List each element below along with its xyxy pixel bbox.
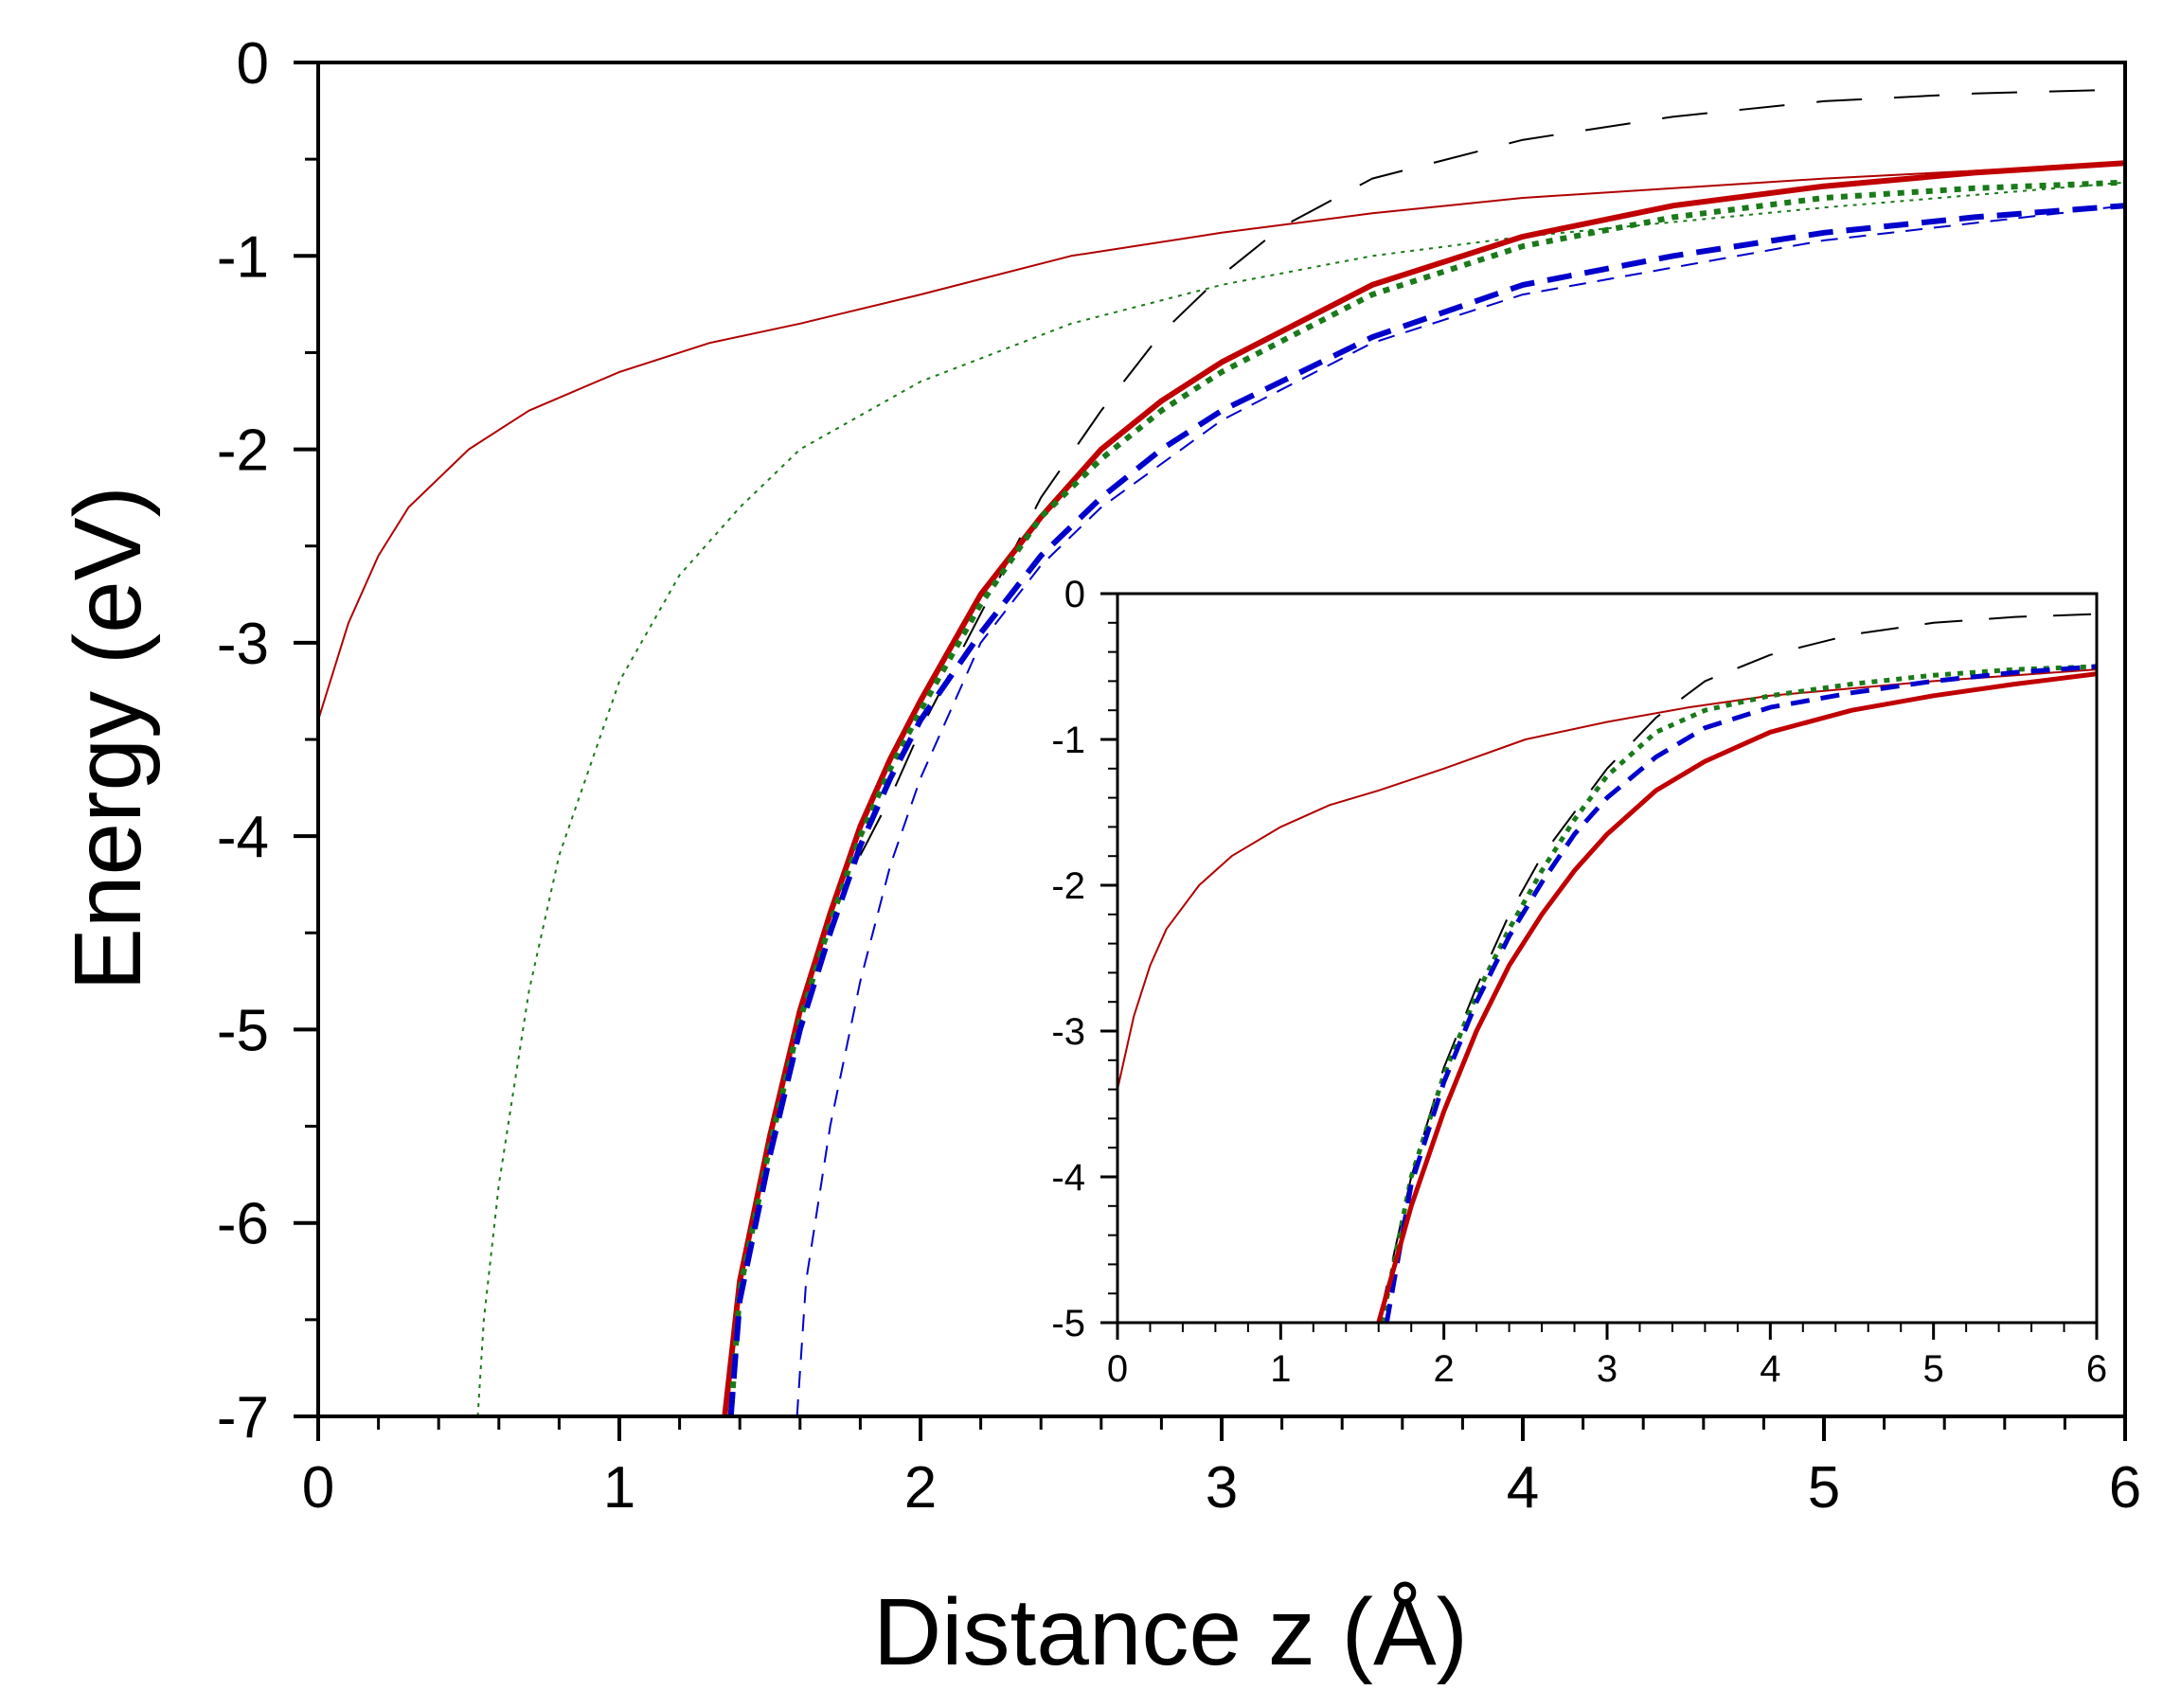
inset-series-thick-green-dotted (1379, 664, 2097, 1323)
inset-x-tick-label: 1 (1270, 1348, 1291, 1390)
inset-y-tick-label: -1 (1051, 720, 1085, 761)
main-x-tick-label: 4 (1507, 1455, 1539, 1521)
main-series-thick-red-solid (722, 160, 2125, 1416)
main-y-tick-label: -6 (217, 1192, 269, 1257)
main-y-tick-label: -1 (217, 224, 269, 290)
main-x-tick-label: 2 (904, 1455, 937, 1521)
inset-x-tick-label: 0 (1107, 1348, 1128, 1390)
inset-y-tick-label: -2 (1051, 865, 1085, 907)
inset-y-tick-label: 0 (1064, 574, 1085, 615)
inset-y-tick-label: -5 (1051, 1303, 1085, 1344)
main-series-thick-blue-dashed (727, 203, 2125, 1416)
x-axis-title: Distance z (Å) (873, 1579, 1468, 1685)
main-plot: 0 1 2 3 4 5 6 0 -1 -2 -3 -4 -5 -6 -7 Distance z (Å) En… (55, 31, 2141, 1685)
main-y-tick-label: -3 (217, 612, 269, 677)
main-y-tick-label: -7 (217, 1385, 269, 1450)
inset-series-black-long-dash (1377, 613, 2097, 1323)
inset-axes (1100, 592, 2099, 1340)
inset-background (1117, 594, 2097, 1323)
inset-x-tick-label: 4 (1760, 1348, 1780, 1390)
inset-x-tick-label: 3 (1597, 1348, 1618, 1390)
main-axes (294, 61, 2127, 1441)
inset-x-tick-label: 2 (1434, 1348, 1455, 1390)
main-y-tick-label: -4 (217, 805, 269, 870)
main-x-tick-label: 0 (302, 1455, 334, 1521)
inset-y-tick-label: -4 (1051, 1157, 1085, 1199)
inset-curves (1117, 613, 2097, 1323)
inset-x-tick-label: 6 (2086, 1348, 2107, 1390)
inset-series-thin-red-solid (1117, 668, 2097, 1090)
inset-series-thick-red-solid (1376, 671, 2097, 1323)
inset-tick-labels: 0 1 2 3 4 5 6 0 -1 -2 -3 -4 -5 (1051, 574, 2107, 1390)
main-x-tick-label: 6 (2109, 1455, 2141, 1521)
main-curves (318, 88, 2125, 1416)
inset-y-tick-label: -3 (1051, 1011, 1085, 1053)
inset-x-tick-label: 5 (1923, 1348, 1944, 1390)
main-x-tick-label: 3 (1206, 1455, 1238, 1521)
main-y-tick-label: 0 (237, 31, 269, 97)
inset-plot: 0 1 2 3 4 5 6 0 -1 -2 -3 -4 -5 (1051, 574, 2107, 1390)
main-series-thin-green-dotted (476, 181, 2125, 1416)
main-tick-labels: 0 1 2 3 4 5 6 0 -1 -2 -3 -4 -5 -6 -7 (217, 31, 2141, 1521)
main-series-thin-blue-dashed (795, 205, 2125, 1416)
y-axis-title: Energy (eV) (55, 486, 161, 991)
main-y-tick-label: -5 (217, 998, 269, 1063)
main-series-thick-green-dotted (727, 179, 2125, 1416)
inset-series-thick-blue-dashed (1384, 664, 2097, 1323)
main-series-thin-red-solid (318, 162, 2125, 721)
main-x-tick-label: 5 (1808, 1455, 1840, 1521)
main-y-tick-label: -2 (217, 418, 269, 484)
main-x-tick-label: 1 (603, 1455, 635, 1521)
